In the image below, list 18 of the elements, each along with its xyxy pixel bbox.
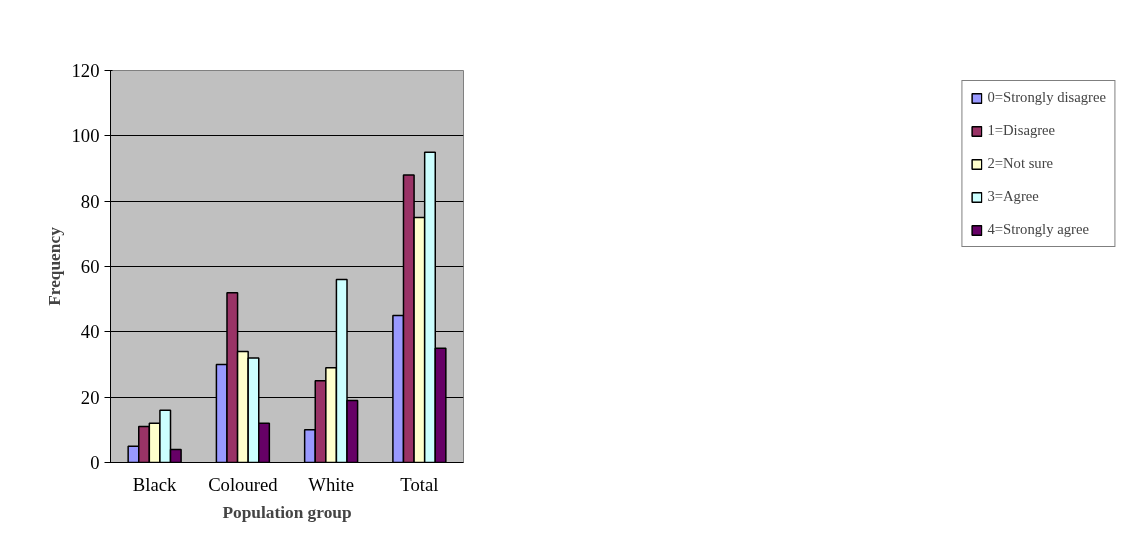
legend-label: 0=Strongly disagree	[987, 89, 1106, 106]
y-tick-label: 20	[80, 386, 100, 408]
x-tick-label: Coloured	[208, 473, 279, 495]
y-tick-label: 60	[80, 256, 100, 277]
y-tick-label: 0	[90, 452, 100, 473]
x-tick-label: Total	[400, 473, 439, 495]
legend-label: 4=Strongly agree	[987, 221, 1089, 238]
x-tick-label: Black	[132, 473, 178, 495]
legend-label: 3=Agree	[987, 188, 1039, 205]
legend-label: 1=Disagree	[987, 122, 1056, 139]
y-tick-label: 100	[71, 125, 100, 147]
y-tick-label: 80	[80, 190, 100, 212]
legend-label: 2=Not sure	[987, 155, 1054, 172]
y-axis-title: Frequency	[44, 226, 64, 306]
x-tick-label: White	[308, 473, 354, 495]
x-axis-title: Population group	[222, 502, 352, 522]
y-tick-label: 120	[71, 60, 100, 81]
y-tick-label: 40	[80, 321, 100, 343]
